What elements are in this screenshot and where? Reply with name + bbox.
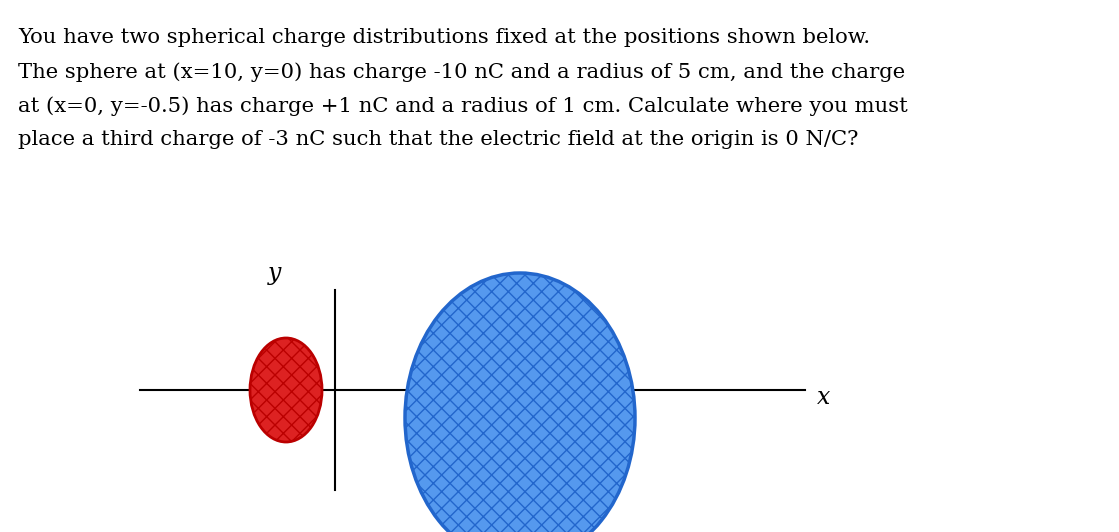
Ellipse shape	[250, 338, 322, 442]
Text: at (x=0, y=-0.5) has charge +1 nC and a radius of 1 cm. Calculate where you must: at (x=0, y=-0.5) has charge +1 nC and a …	[18, 96, 908, 115]
Text: You have two spherical charge distributions fixed at the positions shown below.: You have two spherical charge distributi…	[18, 28, 871, 47]
Text: The sphere at (x=10, y=0) has charge -10 nC and a radius of 5 cm, and the charge: The sphere at (x=10, y=0) has charge -10…	[18, 62, 905, 82]
Text: place a third charge of -3 nC such that the electric field at the origin is 0 N/: place a third charge of -3 nC such that …	[18, 130, 858, 149]
Ellipse shape	[405, 273, 634, 532]
Text: x: x	[817, 387, 830, 410]
Text: y: y	[269, 262, 282, 285]
